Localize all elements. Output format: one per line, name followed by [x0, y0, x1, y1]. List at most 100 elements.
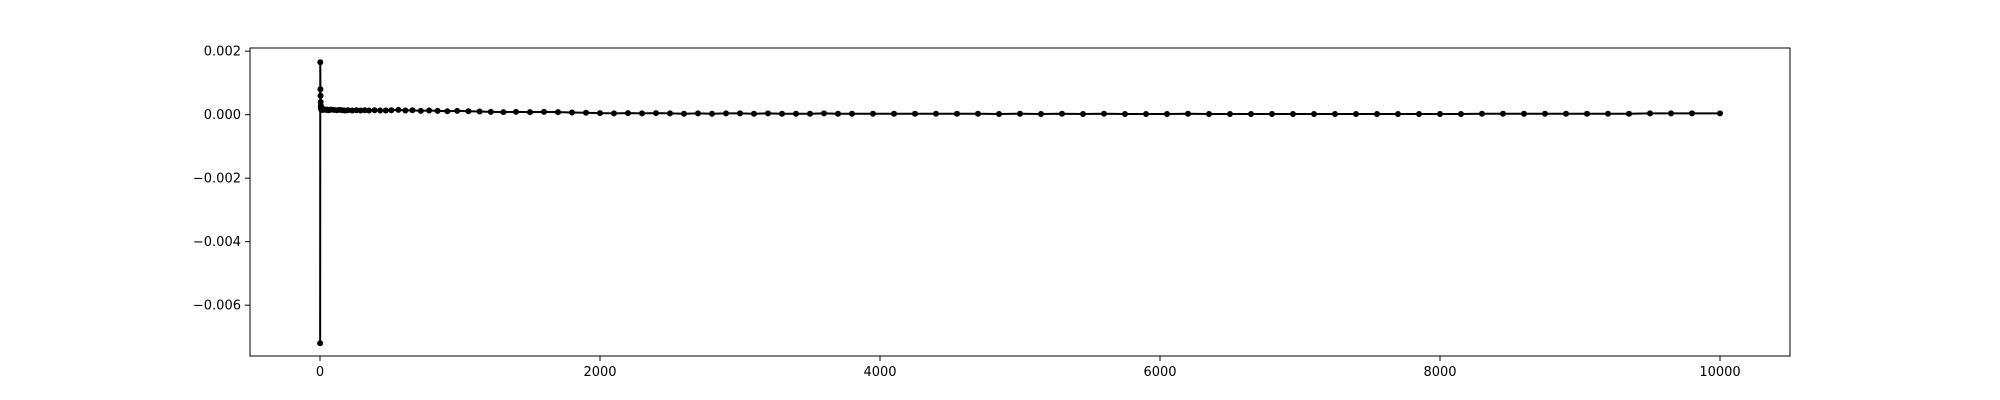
- data-point: [527, 109, 533, 116]
- data-point: [954, 110, 960, 117]
- data-point: [541, 108, 547, 115]
- data-point: [371, 107, 378, 114]
- data-point: [611, 110, 617, 117]
- data-point: [737, 110, 743, 117]
- data-point: [1101, 110, 1107, 117]
- data-point: [1206, 111, 1212, 118]
- data-point: [569, 109, 575, 116]
- data-point: [1143, 111, 1149, 118]
- data-point: [996, 111, 1002, 118]
- data-point: [912, 110, 918, 117]
- data-point: [444, 108, 451, 115]
- y-tick-label: 0.002: [204, 45, 241, 60]
- data-point: [597, 110, 603, 117]
- data-point: [1017, 110, 1023, 117]
- data-point: [317, 86, 324, 93]
- data-point: [765, 110, 771, 117]
- data-point: [583, 109, 589, 116]
- series-group: [317, 59, 1723, 347]
- data-point: [317, 340, 324, 347]
- data-point: [849, 110, 855, 117]
- data-point: [1542, 110, 1548, 117]
- data-point: [417, 107, 424, 114]
- y-tick-label: 0.000: [204, 108, 241, 123]
- data-point: [1626, 110, 1632, 117]
- data-point: [1689, 110, 1695, 117]
- data-point: [1059, 110, 1065, 117]
- data-point: [1185, 110, 1191, 117]
- data-point: [1521, 110, 1527, 117]
- data-point: [388, 107, 395, 114]
- data-point: [1122, 111, 1128, 118]
- data-point: [625, 110, 631, 117]
- data-point: [402, 107, 409, 114]
- x-tick-label: 2000: [583, 365, 616, 380]
- data-point: [555, 109, 561, 116]
- data-point: [681, 110, 687, 117]
- x-tick-label: 0: [316, 365, 324, 380]
- data-point: [1374, 111, 1380, 118]
- data-point: [807, 110, 813, 117]
- data-point: [409, 107, 416, 114]
- data-point: [1248, 111, 1254, 118]
- data-point: [779, 110, 785, 117]
- data-point: [434, 107, 441, 114]
- data-point: [1458, 111, 1464, 118]
- y-tick-label: −0.004: [193, 235, 241, 250]
- data-point: [821, 110, 827, 117]
- data-point: [1227, 111, 1233, 118]
- data-point: [1080, 111, 1086, 118]
- x-tick-label: 4000: [863, 365, 896, 380]
- data-point: [476, 108, 483, 115]
- plot-area-frame: [249, 47, 1791, 357]
- data-point: [870, 110, 876, 117]
- data-point: [395, 106, 402, 113]
- data-point: [1353, 111, 1359, 118]
- data-point: [500, 109, 507, 116]
- y-axis-ticks: 0.002 0.000 −0.002 −0.004 −0.006: [193, 45, 250, 314]
- data-point: [751, 110, 757, 117]
- data-point: [1647, 110, 1653, 117]
- data-point: [366, 107, 372, 114]
- data-point: [1416, 111, 1422, 118]
- data-point: [1290, 111, 1296, 118]
- x-tick-label: 10000: [1699, 365, 1740, 380]
- data-point: [382, 107, 389, 114]
- data-point: [835, 110, 841, 117]
- data-point: [465, 108, 472, 115]
- data-point: [1395, 111, 1401, 118]
- data-point: [793, 110, 799, 117]
- data-point: [891, 110, 897, 117]
- data-point: [695, 110, 701, 117]
- y-tick-label: −0.002: [193, 172, 241, 187]
- y-tick-label: −0.006: [193, 299, 241, 314]
- x-tick-label: 8000: [1423, 365, 1456, 380]
- data-point: [454, 107, 461, 114]
- data-point: [1500, 110, 1506, 117]
- data-point: [1164, 111, 1170, 118]
- data-point: [709, 110, 715, 117]
- data-point: [513, 108, 519, 115]
- data-point: [1563, 110, 1569, 117]
- data-point: [1269, 111, 1275, 118]
- data-point: [1605, 110, 1611, 117]
- data-point: [317, 59, 324, 66]
- data-point: [1717, 110, 1723, 117]
- data-point: [1479, 110, 1485, 117]
- data-point: [1038, 111, 1044, 118]
- data-point: [1584, 110, 1590, 117]
- data-point: [377, 107, 384, 114]
- data-point: [723, 110, 729, 117]
- x-tick-label: 6000: [1143, 365, 1176, 380]
- data-point: [1668, 110, 1674, 117]
- data-point: [1311, 111, 1317, 118]
- data-point: [667, 110, 673, 117]
- data-point: [426, 107, 433, 114]
- data-point: [933, 110, 939, 117]
- data-point: [1332, 111, 1338, 118]
- data-point: [639, 110, 645, 117]
- data-point: [1437, 111, 1443, 118]
- series-line: [319, 61, 1720, 344]
